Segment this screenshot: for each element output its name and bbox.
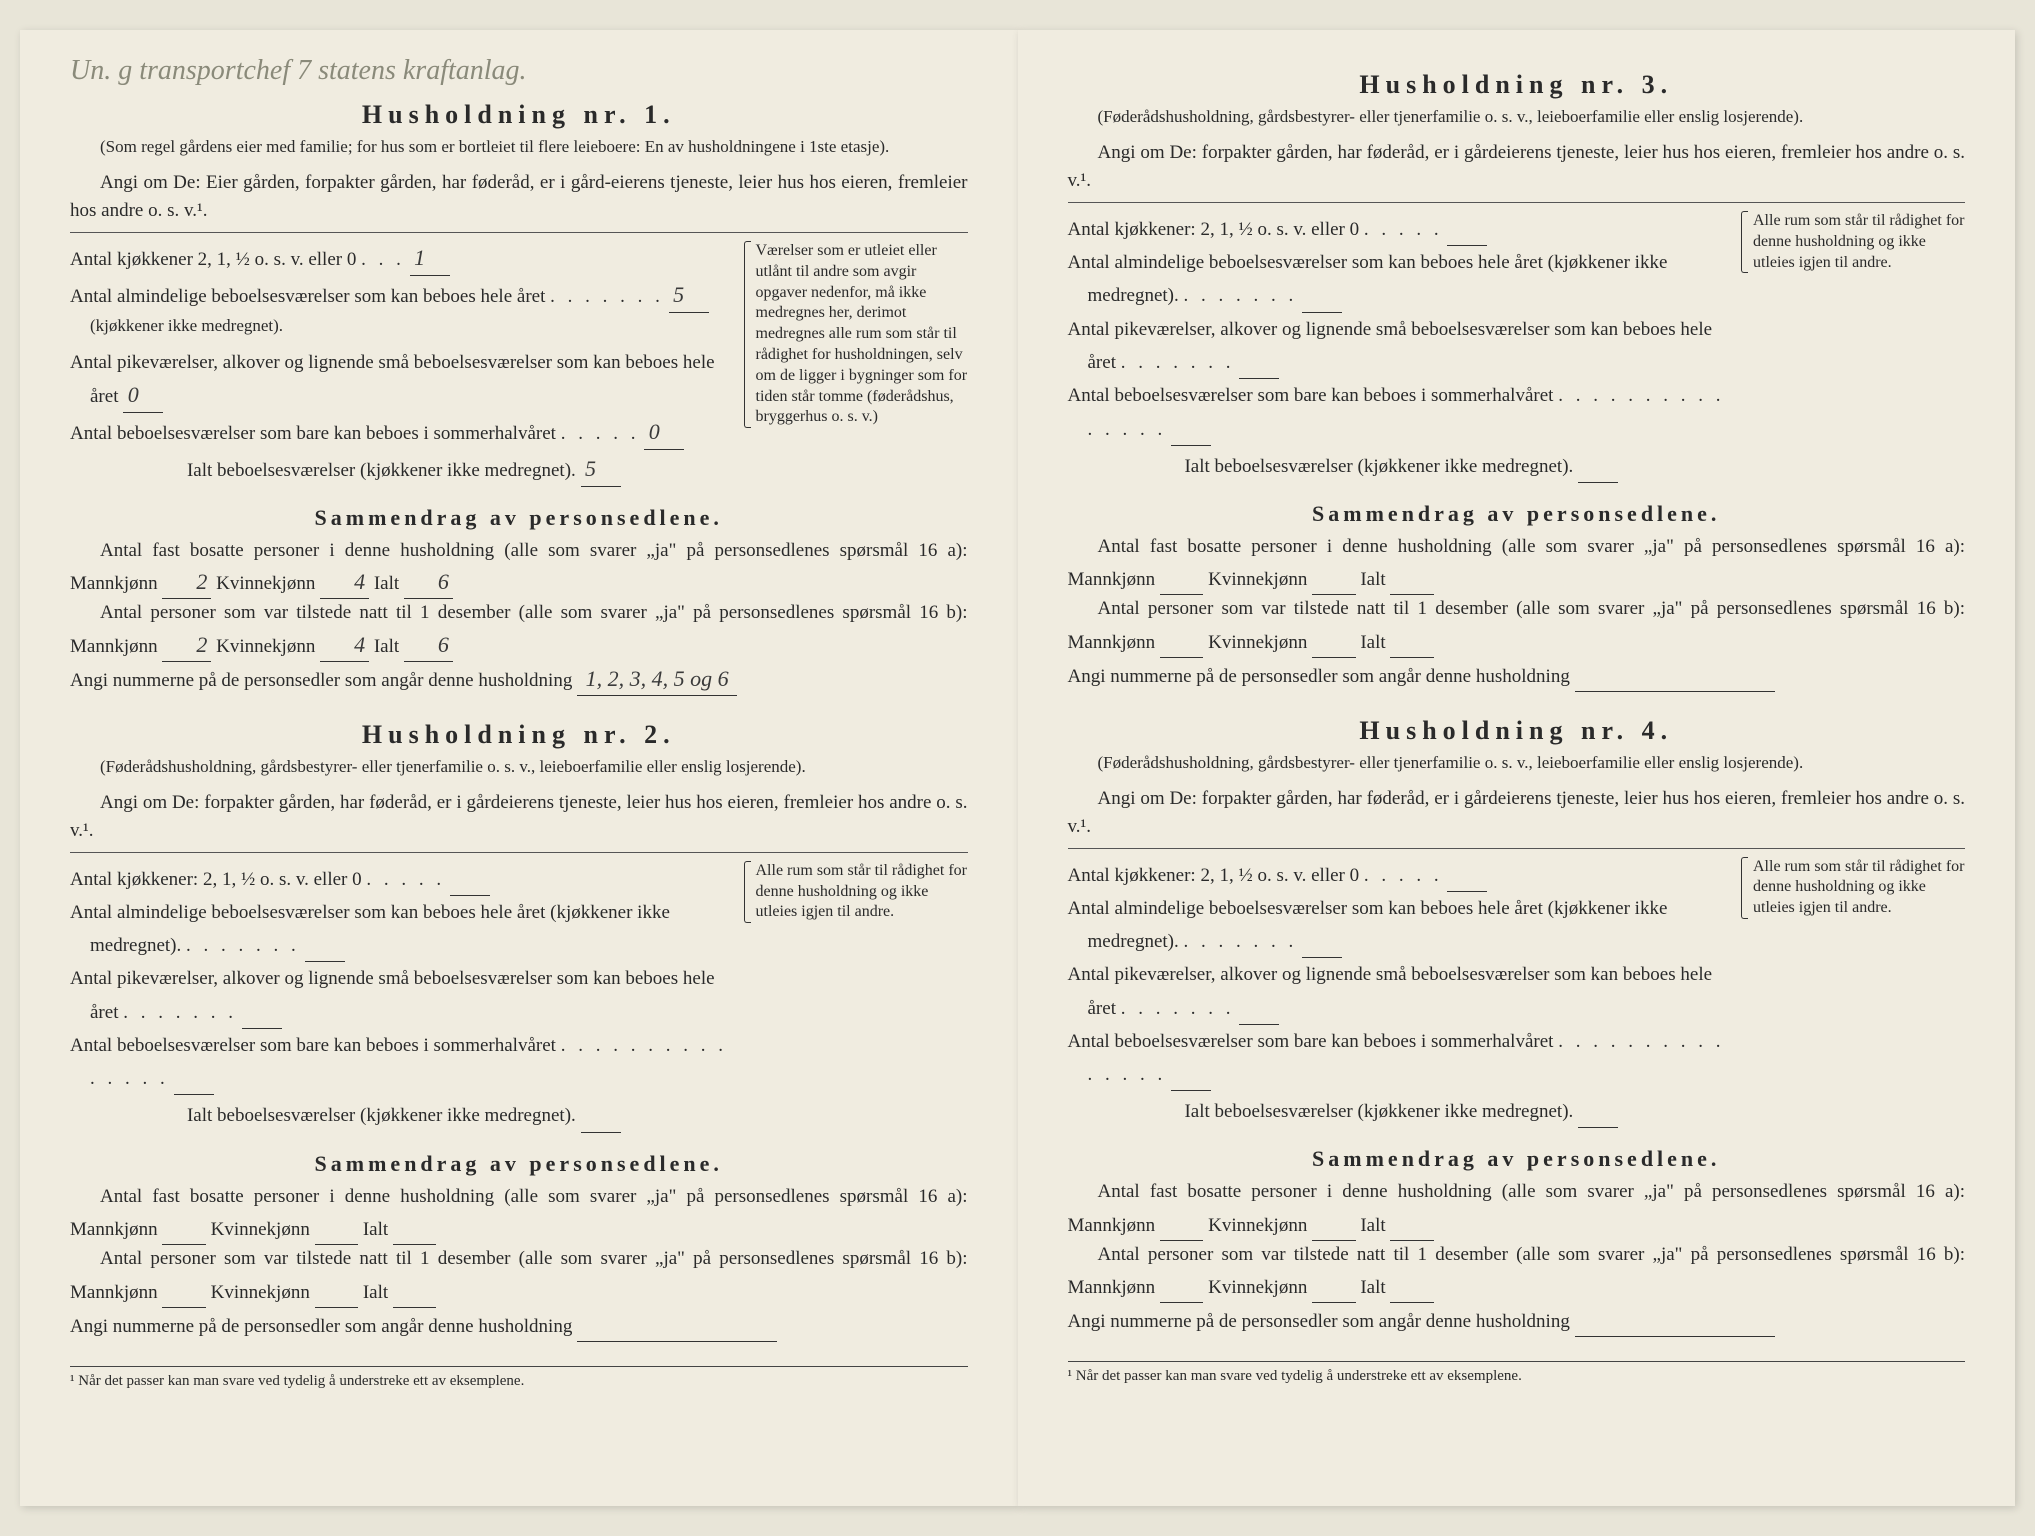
h1-summer-val: 0: [644, 415, 684, 450]
h1-tilstede-line: Antal personer som var tilstede natt til…: [70, 599, 968, 662]
h1-pike-val: 0: [123, 378, 163, 413]
h1-right-note: Værelser som er utleiet eller utlånt til…: [738, 241, 968, 428]
h4-sammendrag-title: Sammendrag av personsedlene.: [1068, 1146, 1966, 1172]
h3-angi: Angi om De: forpakter gården, har føderå…: [1068, 139, 1966, 196]
h1-nummer-val: 1, 2, 3, 4, 5 og 6: [577, 662, 737, 696]
h1-title: Husholdning nr. 1.: [70, 100, 968, 130]
page-right: Husholdning nr. 3. (Føderådshusholdning,…: [1018, 30, 2016, 1506]
h2-sammendrag-title: Sammendrag av personsedlene.: [70, 1151, 968, 1177]
h4-right-note: Alle rum som står til rådighet for denne…: [1735, 857, 1965, 919]
h3-right-note: Alle rum som står til rådighet for denne…: [1735, 211, 1965, 273]
h3-note: (Føderådshusholdning, gårdsbestyrer- ell…: [1068, 106, 1966, 129]
household-1: Husholdning nr. 1. (Som regel gårdens ei…: [70, 100, 968, 696]
h4-title: Husholdning nr. 4.: [1068, 716, 1966, 746]
h1-fast-i: 6: [404, 565, 453, 599]
h3-sammendrag-title: Sammendrag av personsedlene.: [1068, 501, 1966, 527]
h3-title: Husholdning nr. 3.: [1068, 70, 1966, 100]
h1-total-val: 5: [581, 452, 621, 487]
h2-note: (Føderådshusholdning, gårdsbestyrer- ell…: [70, 756, 968, 779]
h1-rooms-val: 5: [669, 278, 709, 313]
household-2: Husholdning nr. 2. (Føderådshusholdning,…: [70, 720, 968, 1342]
h1-rooms-label: Antal almindelige beboelsesværelser som …: [70, 286, 545, 307]
h1-tilstede-m: 2: [162, 628, 211, 662]
h1-angi: Angi om De: Eier gården, forpakter gårde…: [70, 169, 968, 226]
h1-total-label: Ialt beboelsesværelser (kjøkkener ikke m…: [187, 460, 576, 481]
household-4: Husholdning nr. 4. (Føderådshusholdning,…: [1068, 716, 1966, 1338]
household-3: Husholdning nr. 3. (Føderådshusholdning,…: [1068, 70, 1966, 692]
footnote-right: ¹ Når det passer kan man svare ved tydel…: [1068, 1361, 1966, 1385]
h1-tilstede-k: 4: [320, 628, 369, 662]
h1-note: (Som regel gårdens eier med familie; for…: [70, 136, 968, 159]
h2-title: Husholdning nr. 2.: [70, 720, 968, 750]
h2-angi: Angi om De: forpakter gården, har føderå…: [70, 789, 968, 846]
h2-right-note: Alle rum som står til rådighet for denne…: [738, 861, 968, 923]
h1-summer-label: Antal beboelsesværelser som bare kan beb…: [70, 423, 556, 444]
h1-kitchens-val: 1: [410, 241, 450, 276]
h1-sammendrag-title: Sammendrag av personsedlene.: [70, 505, 968, 531]
h1-fast-k: 4: [320, 565, 369, 599]
h1-tilstede-i: 6: [404, 628, 453, 662]
h1-pike-label: Antal pikeværelser, alkover og lignende …: [70, 352, 715, 406]
h4-note: (Føderådshusholdning, gårdsbestyrer- ell…: [1068, 752, 1966, 775]
h1-nummer-line: Angi nummerne på de personsedler som ang…: [70, 662, 968, 696]
h1-fast-m: 2: [162, 565, 211, 599]
h1-kitchens-label: Antal kjøkkener 2, 1, ½ o. s. v. eller 0: [70, 249, 356, 270]
page-left: Un. g transportchef 7 statens kraftanlag…: [20, 30, 1018, 1506]
footnote-left: ¹ Når det passer kan man svare ved tydel…: [70, 1366, 968, 1390]
h4-angi: Angi om De: forpakter gården, har føderå…: [1068, 785, 1966, 842]
handwritten-annotation: Un. g transportchef 7 statens kraftanlag…: [70, 55, 527, 87]
h1-fast-line: Antal fast bosatte personer i denne hush…: [70, 537, 968, 600]
